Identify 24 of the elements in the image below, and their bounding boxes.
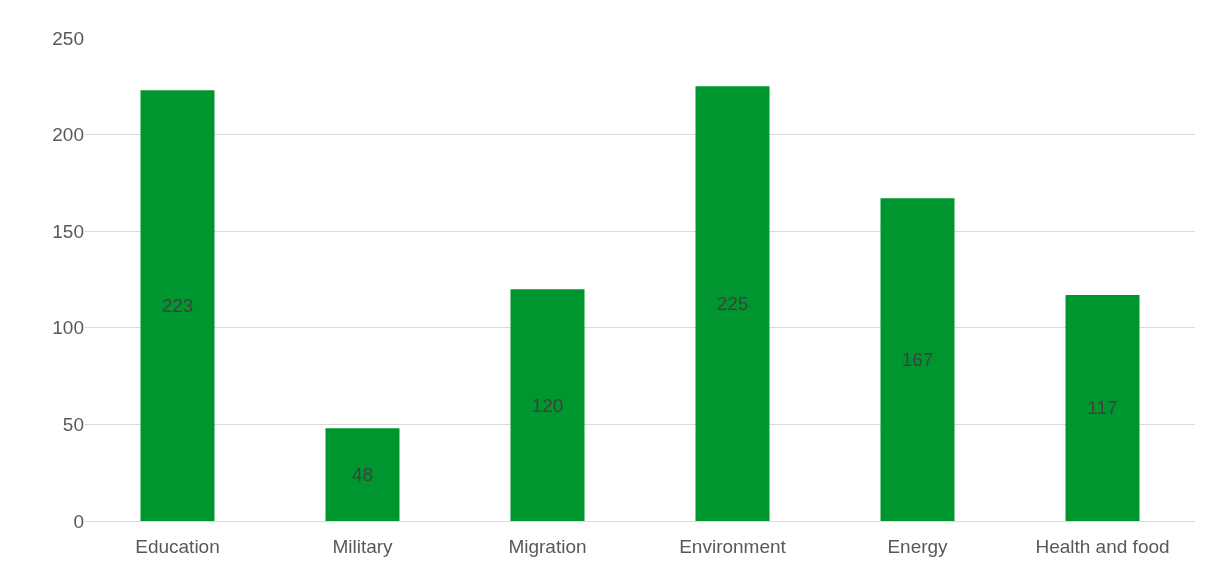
y-tick-label: 100 [52,317,84,339]
bar [695,86,770,521]
data-label: 48 [351,464,374,486]
y-tick-label: 250 [52,27,84,49]
data-label: 223 [161,295,194,317]
data-label: 167 [901,349,934,371]
bar [880,198,955,521]
y-tick-label: 150 [52,220,84,242]
x-tick-label: Migration [508,535,587,557]
bar [510,289,585,521]
x-tick-label: Energy [887,535,949,557]
x-tick-label: Environment [679,535,787,557]
data-label: 117 [1087,397,1118,419]
data-label: 225 [716,293,749,315]
bar [140,90,215,521]
x-tick-label: Military [332,535,394,557]
bar [325,428,400,521]
y-tick-label: 50 [62,414,84,436]
y-tick-label: 0 [73,510,84,532]
data-label: 120 [531,394,564,416]
y-tick-label: 200 [52,124,84,146]
x-tick-label: Health and food [1035,535,1170,557]
bar [1065,294,1140,521]
x-tick-label: Education [135,535,220,557]
